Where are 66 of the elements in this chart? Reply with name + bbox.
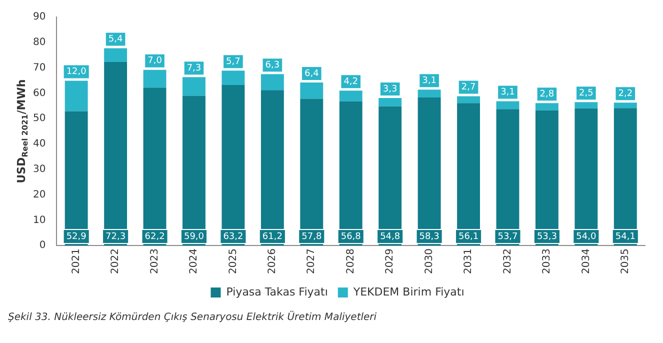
x-tick-label: 2022 <box>110 248 122 274</box>
x-tick-label: 2029 <box>384 248 396 274</box>
x-tick-label: 2026 <box>267 248 278 274</box>
data-label: 54,0 <box>576 232 596 242</box>
x-tick-label: 2035 <box>620 248 631 274</box>
y-tick-label: 90 <box>32 12 46 23</box>
data-label: 56,8 <box>340 232 362 242</box>
bar <box>457 103 480 246</box>
x-tick-label: 2031 <box>463 248 474 274</box>
x-tick-label: 2021 <box>70 248 82 274</box>
y-tick-label: 40 <box>32 138 46 150</box>
data-label: 53,3 <box>536 232 557 242</box>
data-label: 61,2 <box>262 232 282 242</box>
bar <box>182 96 206 246</box>
text: Şekil 33. Nükleersiz Kömürden Çıkış Senaryosu Elektrik Üretim Maliyetleri <box>8 312 378 323</box>
y-tick-label: 80 <box>32 36 46 48</box>
data-label: 4,2 <box>344 76 358 87</box>
data-label: 54,1 <box>615 232 636 242</box>
data-label: 56,1 <box>458 232 479 242</box>
data-label: 7,3 <box>186 64 202 74</box>
data-label: 58,3 <box>419 232 440 242</box>
x-tick-label: 2034 <box>580 248 592 274</box>
bar <box>339 101 362 246</box>
data-label: 3,1 <box>422 76 436 86</box>
legend-label: Piyasa Takas Fiyatı <box>226 285 328 298</box>
y-tick-label: 20 <box>32 189 46 200</box>
x-tick-label: 2024 <box>188 248 200 274</box>
data-label: 2,8 <box>540 89 554 100</box>
bar <box>260 90 284 246</box>
x-tick-label: 2025 <box>228 248 239 274</box>
x-tick-label: 2028 <box>345 248 356 274</box>
x-tick-label: 2030 <box>424 248 435 274</box>
data-label: 3,1 <box>500 88 515 98</box>
x-tick-label: 2033 <box>542 248 553 274</box>
data-label: 2,2 <box>618 88 633 99</box>
data-label: 5,4 <box>108 34 123 45</box>
data-label: 2,5 <box>579 88 594 98</box>
bar <box>104 62 128 246</box>
data-label: 6,4 <box>304 68 320 79</box>
bar <box>222 85 245 246</box>
data-label: 57,8 <box>302 232 322 242</box>
data-label: 54,8 <box>380 232 400 242</box>
data-label: 53,7 <box>498 232 518 242</box>
data-label: 5,7 <box>226 56 240 67</box>
data-label: 72,3 <box>106 232 126 242</box>
data-label: 7,0 <box>148 56 162 66</box>
data-label: 6,3 <box>265 60 280 70</box>
y-tick-label: 60 <box>32 88 46 99</box>
x-tick-label: 2027 <box>306 248 318 274</box>
y-tick-label: 10 <box>32 214 46 226</box>
data-label: 63,2 <box>223 232 244 242</box>
legend-label: YEKDEM Birim Fiyatı <box>352 285 464 298</box>
data-label: 3,3 <box>382 84 398 94</box>
y-tick-label: 70 <box>32 62 46 74</box>
data-label: 12,0 <box>66 67 87 78</box>
bar <box>418 98 441 246</box>
x-tick-label: 2023 <box>149 248 160 274</box>
y-tick-label: 0 <box>39 240 46 252</box>
bar <box>300 98 324 246</box>
data-label: 52,9 <box>66 232 87 242</box>
y-tick-label: 30 <box>32 164 46 175</box>
data-label: 59,0 <box>184 232 204 242</box>
y-tick-label: 50 <box>32 113 46 124</box>
data-label: 62,2 <box>144 232 165 242</box>
data-label: 2,7 <box>461 82 476 93</box>
x-tick-label: 2032 <box>502 248 514 274</box>
